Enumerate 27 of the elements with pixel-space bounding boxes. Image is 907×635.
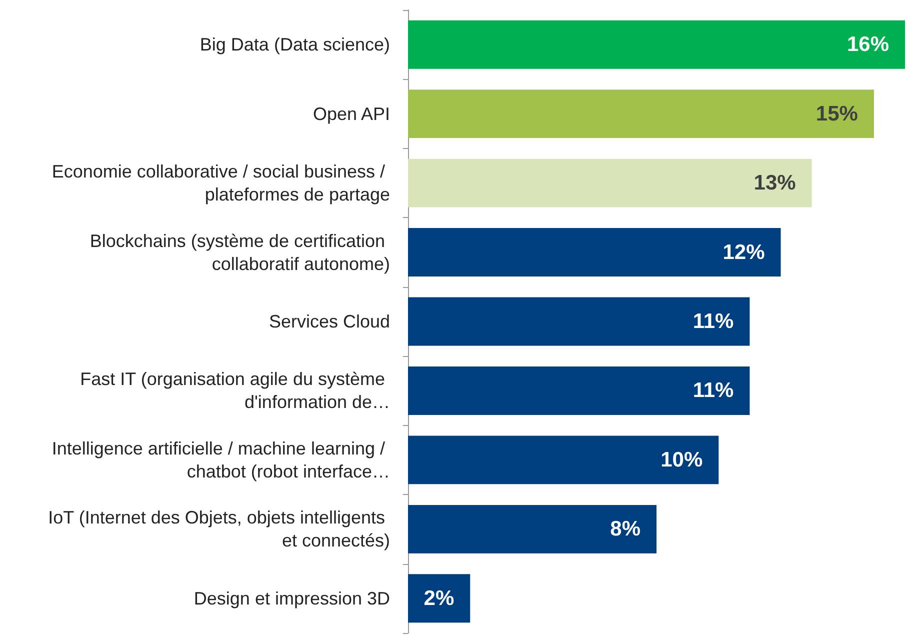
data-label: 16% <box>846 33 890 56</box>
y-tick-label: Intelligence artificielle / machine learning / chatbot (robot interface… <box>52 438 390 482</box>
y-tick-label: Big Data (Data science) <box>200 34 390 55</box>
data-label: 15% <box>816 102 858 126</box>
bar <box>408 366 750 415</box>
data-label: 2% <box>424 586 454 610</box>
data-label: 10% <box>660 448 703 472</box>
y-tick-label: Blockchains (système de certification collaboratif autonome) <box>90 230 390 274</box>
data-label: 11% <box>692 379 734 402</box>
y-tick-label: IoT (Internet des Objets, objets intelligents et connectés) <box>48 508 390 551</box>
y-tick-label: Design et impression 3D <box>194 588 390 608</box>
bar <box>408 436 719 484</box>
data-label: 12% <box>722 240 766 264</box>
bar <box>408 90 874 138</box>
data-label: 13% <box>754 172 796 195</box>
y-tick-label: Economie collaborative / social business / plateformes de partage <box>52 162 390 205</box>
data-label: 8% <box>610 518 641 541</box>
y-tick-label: Open API <box>312 104 390 124</box>
data-label: 11% <box>692 310 734 333</box>
bar <box>408 504 656 554</box>
bar <box>408 20 905 69</box>
y-tick-label: Services Cloud <box>268 312 390 332</box>
bar <box>408 297 750 346</box>
bar <box>408 158 812 208</box>
bar <box>408 574 470 623</box>
y-tick-label: Fast IT (organisation agile du système d'information de… <box>80 369 390 412</box>
bar <box>408 228 781 277</box>
